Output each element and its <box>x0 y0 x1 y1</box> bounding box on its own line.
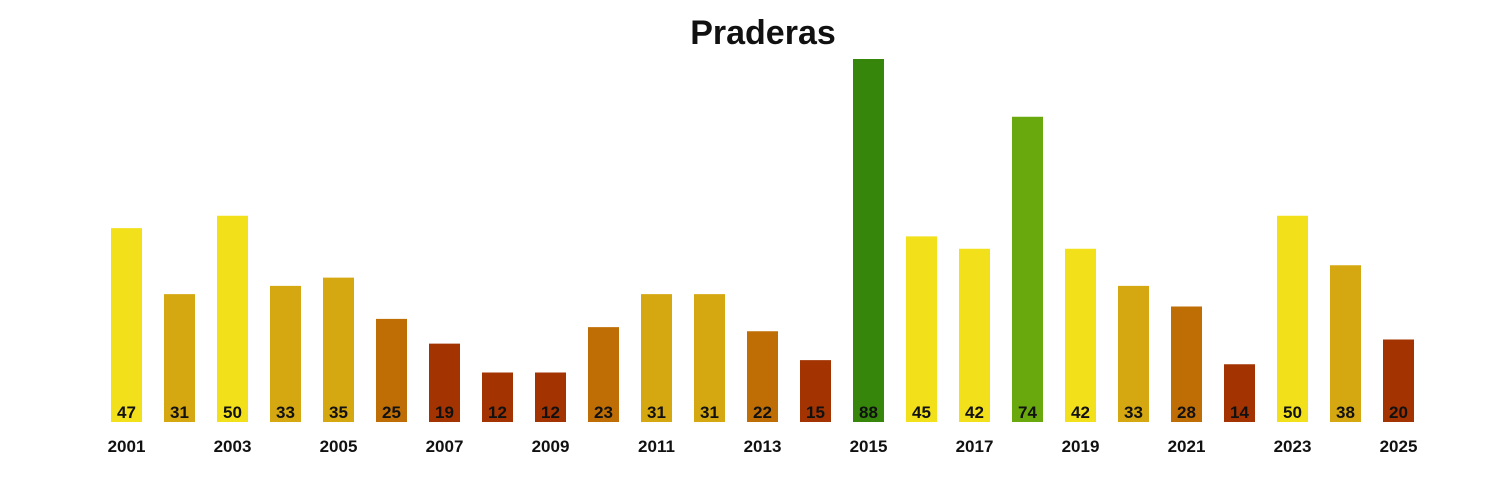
bar-value-label: 50 <box>223 403 242 422</box>
bar-2014 <box>800 360 831 422</box>
bar-value-label: 23 <box>594 403 613 422</box>
bar-2011 <box>641 294 672 423</box>
bar-2016 <box>906 236 937 423</box>
x-tick-label: 2019 <box>1062 437 1100 456</box>
bar-2025 <box>1383 339 1414 422</box>
x-tick-label: 2021 <box>1168 437 1206 456</box>
bar-2019 <box>1065 248 1096 422</box>
bar-value-label: 38 <box>1336 403 1355 422</box>
bar-value-label: 45 <box>912 403 931 422</box>
bar-2017 <box>959 248 990 422</box>
bar-2018 <box>1012 116 1043 422</box>
x-tick-label: 2009 <box>532 437 570 456</box>
bar-value-label: 28 <box>1177 403 1196 422</box>
bar-2007 <box>429 343 460 423</box>
bar-2008 <box>482 372 513 422</box>
bar-2021 <box>1171 306 1202 422</box>
bar-value-label: 25 <box>382 403 401 422</box>
bar-2024 <box>1330 265 1361 422</box>
bar-value-label: 50 <box>1283 403 1302 422</box>
bar-2012 <box>694 294 725 423</box>
bar-value-label: 31 <box>170 403 189 422</box>
bar-value-label: 22 <box>753 403 772 422</box>
bar-value-label: 33 <box>276 403 295 422</box>
bar-2023 <box>1277 215 1308 422</box>
bar-2003 <box>217 215 248 422</box>
bar-value-labels: 47 31 50 33 35 25 19 12 12 23 31 31 22 15 88 45 42 74 42 33… <box>117 403 1408 422</box>
bar-value-label: 31 <box>647 403 666 422</box>
bar-value-label: 12 <box>488 403 507 422</box>
bar-2015 <box>853 59 884 422</box>
x-axis-ticks: 2001 2003 2005 2007 2009 2011 2013 2015 2017 2019… <box>108 437 1418 456</box>
bar-2010 <box>588 327 619 423</box>
x-tick-label: 2001 <box>108 437 146 456</box>
bar-value-label: 33 <box>1124 403 1143 422</box>
x-tick-label: 2011 <box>638 437 675 456</box>
bar-2006 <box>376 318 407 423</box>
x-tick-label: 2015 <box>850 437 888 456</box>
bar-value-label: 42 <box>1071 403 1090 422</box>
bar-value-label: 88 <box>859 403 878 422</box>
bar-2009 <box>535 372 566 422</box>
x-tick-label: 2005 <box>320 437 358 456</box>
bar-value-label: 20 <box>1389 403 1408 422</box>
bar-2005 <box>323 277 354 423</box>
bar-2022 <box>1224 364 1255 422</box>
bar-value-label: 19 <box>435 403 454 422</box>
bar-value-label: 74 <box>1018 403 1037 422</box>
bar-value-label: 31 <box>700 403 719 422</box>
chart-title: Praderas <box>690 14 836 52</box>
bars <box>111 59 1414 423</box>
bar-value-label: 35 <box>329 403 348 422</box>
bar-2013 <box>747 331 778 422</box>
bar-value-label: 15 <box>806 403 825 422</box>
bar-value-label: 12 <box>541 403 560 422</box>
bar-2001 <box>111 228 142 423</box>
x-tick-label: 2017 <box>956 437 994 456</box>
x-tick-label: 2023 <box>1274 437 1312 456</box>
x-tick-label: 2003 <box>214 437 252 456</box>
x-tick-label: 2025 <box>1380 437 1418 456</box>
bar-value-label: 47 <box>117 403 136 422</box>
x-tick-label: 2013 <box>744 437 782 456</box>
bar-value-label: 42 <box>965 403 984 422</box>
bar-value-label: 14 <box>1230 403 1249 422</box>
bar-2002 <box>164 294 195 423</box>
bar-2004 <box>270 285 301 423</box>
x-tick-label: 2007 <box>426 437 464 456</box>
bar-2020 <box>1118 285 1149 423</box>
